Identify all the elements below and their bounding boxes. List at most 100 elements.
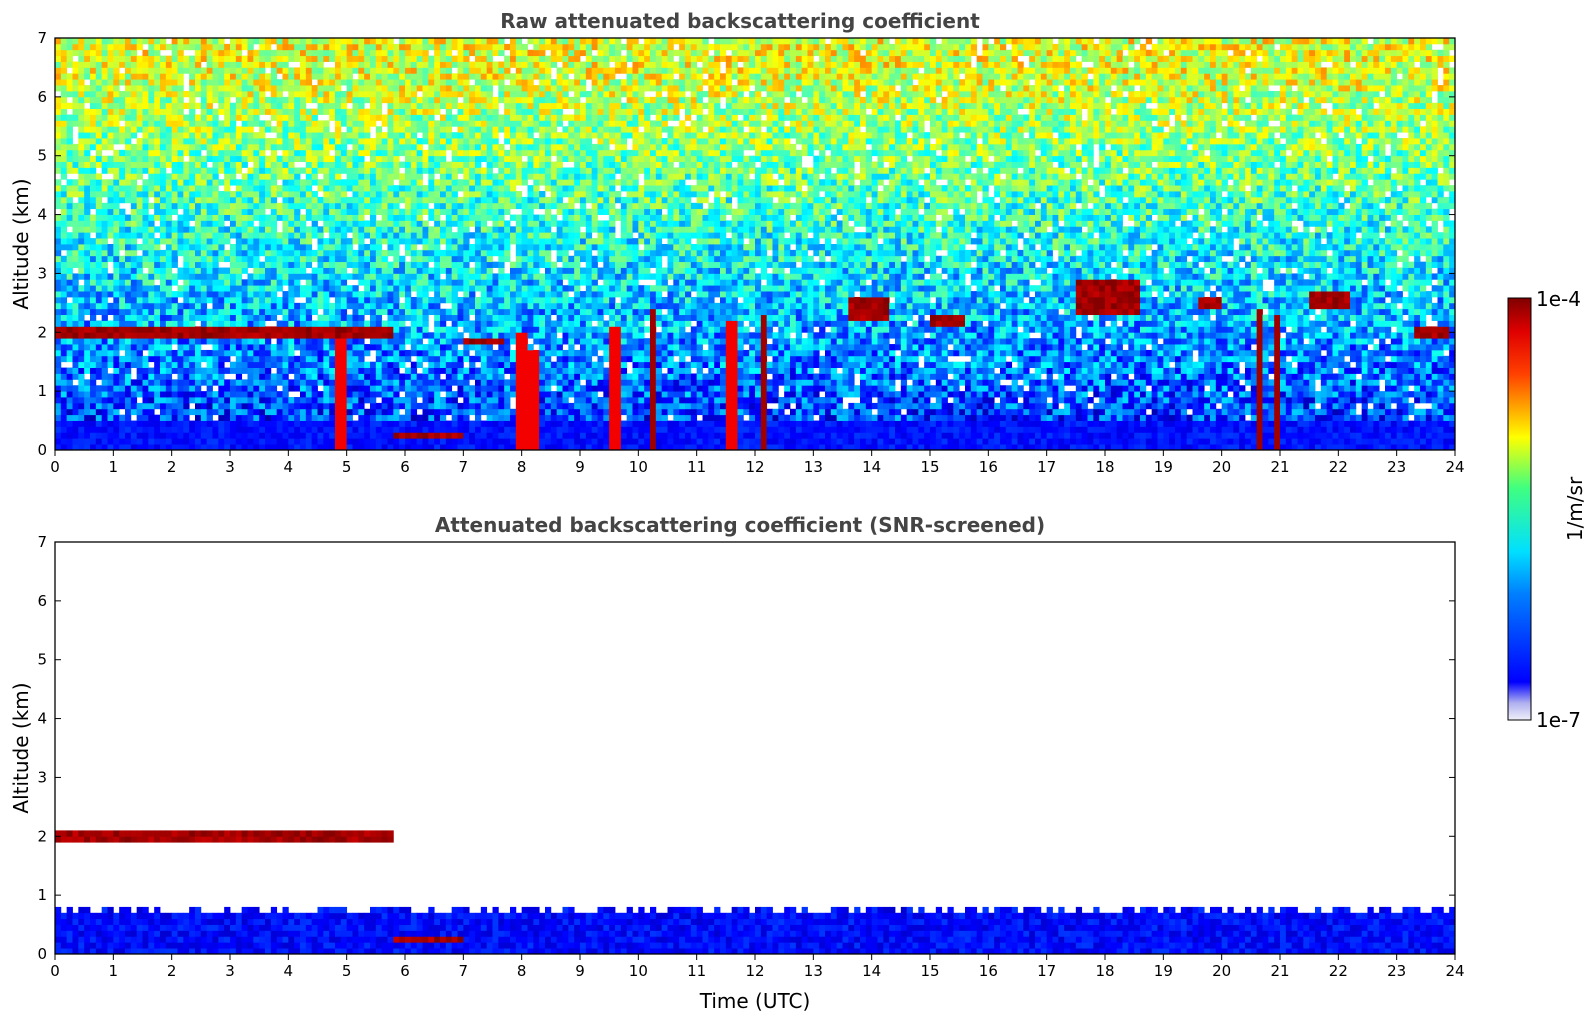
heatmap-cell [375, 402, 383, 410]
heatmap-cell [95, 291, 103, 298]
heatmap-cell [148, 267, 155, 274]
heatmap-cell [78, 149, 85, 157]
heatmap-cell [130, 285, 138, 292]
heatmap-cell [335, 249, 342, 257]
heatmap-cell [300, 108, 307, 115]
heatmap-cell [340, 185, 348, 192]
heatmap-cell [358, 232, 365, 239]
heatmap-cell [317, 232, 324, 239]
heatmap-cell [119, 361, 126, 368]
heatmap-cell [84, 267, 91, 274]
heatmap-cell [241, 432, 248, 439]
heatmap-cell [72, 332, 79, 339]
heatmap-cell [265, 302, 272, 310]
heatmap-cell [107, 185, 114, 192]
heatmap-cell [475, 285, 482, 292]
heatmap-cell [492, 408, 499, 416]
heatmap-cell [66, 43, 73, 51]
heatmap-cell [241, 308, 248, 316]
heatmap-cell [480, 285, 488, 292]
heatmap-cell [440, 149, 447, 157]
heatmap-cell [469, 179, 476, 186]
heatmap-cell [189, 132, 196, 139]
heatmap-cell [95, 320, 103, 327]
heatmap-cell [300, 320, 307, 327]
heatmap-cell [235, 338, 243, 345]
heatmap-cell [492, 367, 499, 374]
heatmap-cell [405, 338, 412, 345]
heatmap-cell [358, 55, 365, 62]
heatmap-cell [125, 373, 132, 380]
heatmap-cell [486, 232, 493, 239]
heatmap-cell [265, 138, 272, 145]
heatmap-cell [451, 132, 458, 139]
heatmap-cell [171, 96, 178, 104]
heatmap-cell [428, 208, 435, 215]
heatmap-cell [381, 214, 388, 221]
heatmap-cell [457, 179, 464, 186]
heatmap-cell [259, 385, 266, 392]
heatmap-cell [422, 55, 429, 62]
heatmap-cell [440, 267, 447, 274]
heatmap-cell [165, 120, 173, 127]
heatmap-cell [183, 120, 190, 127]
heatmap-cell [72, 444, 79, 451]
heatmap-cell [72, 120, 79, 127]
heatmap-cell [393, 191, 400, 198]
heatmap-cell [189, 373, 196, 380]
heatmap-cell [340, 114, 348, 121]
heatmap-cell [195, 120, 202, 127]
heatmap-cell [107, 61, 114, 68]
heatmap-cell [486, 267, 493, 274]
heatmap-cell [300, 338, 307, 345]
heatmap-cell [270, 432, 278, 439]
heatmap-cell [195, 185, 202, 192]
heatmap-cell [387, 196, 394, 204]
heatmap-cell [195, 220, 202, 227]
heatmap-cell [381, 43, 388, 51]
heatmap-cell [136, 361, 143, 368]
heatmap-cell [434, 249, 441, 257]
heatmap-cell [282, 391, 289, 398]
heatmap-cell [346, 414, 353, 421]
heatmap-cell [416, 267, 423, 274]
heatmap-cell [410, 202, 418, 210]
heatmap-cell [445, 226, 453, 233]
heatmap-cell [101, 361, 108, 368]
heatmap-cell [463, 43, 470, 51]
heatmap-cell [393, 426, 400, 433]
heatmap-cell [183, 185, 190, 192]
heatmap-cell [265, 379, 272, 386]
heatmap-cell [294, 238, 301, 245]
heatmap-cell [393, 155, 400, 162]
heatmap-cell [335, 426, 342, 433]
heatmap-cell [405, 49, 412, 57]
heatmap-cell [282, 79, 289, 86]
heatmap-cell [428, 249, 435, 257]
heatmap-cell [428, 132, 435, 139]
heatmap-cell [393, 185, 400, 192]
heatmap-cell [241, 55, 248, 62]
heatmap-cell [195, 85, 202, 92]
heatmap-cell [253, 38, 260, 45]
heatmap-cell [434, 191, 441, 198]
heatmap-cell [381, 191, 388, 198]
heatmap-cell [346, 408, 353, 416]
heatmap-cell [136, 344, 143, 351]
heatmap-cell [469, 326, 476, 333]
heatmap-cell [475, 414, 482, 421]
heatmap-cell [265, 202, 272, 210]
heatmap-cell [259, 79, 266, 86]
heatmap-cell [165, 214, 173, 221]
heatmap-cell [282, 296, 289, 304]
heatmap-cell [276, 367, 283, 374]
heatmap-cell [206, 155, 213, 162]
heatmap-cell [160, 143, 167, 151]
heatmap-cell [265, 420, 272, 427]
heatmap-cell [107, 438, 114, 445]
heatmap-cell [340, 244, 348, 251]
heatmap-cell [434, 367, 441, 374]
heatmap-cell [393, 402, 400, 410]
heatmap-cell [148, 344, 155, 351]
heatmap-cell [224, 232, 231, 239]
